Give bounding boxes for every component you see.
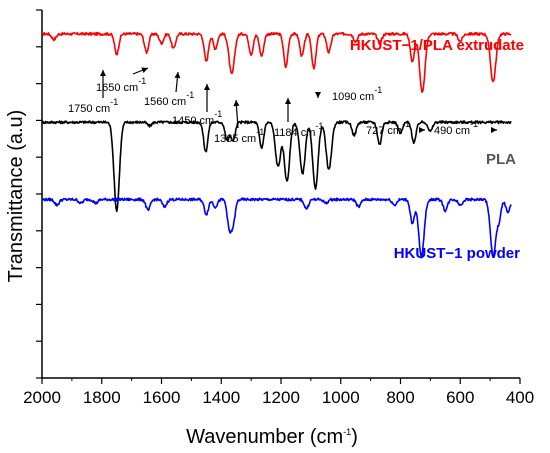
- annotation-arrowhead: [100, 70, 106, 76]
- axes: 2000 1800 1600 1400 1200 1000 800 600 400: [23, 9, 534, 407]
- x-tick-label: 600: [446, 388, 474, 407]
- peak-annotation-727: 727 cm-1: [366, 119, 410, 137]
- series-line-1: [41, 120, 512, 213]
- annotation-arrowhead: [141, 67, 148, 74]
- annotation-arrowhead: [233, 100, 240, 107]
- annotation-arrowhead: [315, 92, 321, 98]
- series-labels: HKUST−1/PLA extrudate PLA HKUST−1 powder: [350, 37, 524, 262]
- series-label-0: HKUST−1/PLA extrudate: [350, 37, 524, 54]
- x-tick-label: 1200: [262, 388, 300, 407]
- annotation-arrowhead: [419, 127, 425, 133]
- series-line-0: [41, 31, 512, 94]
- x-tick-label: 1800: [83, 388, 121, 407]
- x-tick-label: 1400: [202, 388, 240, 407]
- annotation-arrowhead: [491, 127, 497, 133]
- x-axis-title-sup: -1: [343, 427, 351, 437]
- x-axis-title: Wavenumber (cm-1): [186, 426, 358, 448]
- peak-annotation-1184: 1184 cm-1: [274, 121, 323, 139]
- peak-annotation-1365: 1365 cm-1: [214, 127, 264, 145]
- x-axis-title-end: ): [351, 426, 358, 448]
- y-axis-title: Transmittance (a.u): [5, 110, 27, 283]
- x-tick-label: 400: [506, 388, 534, 407]
- peak-annotation-1560: 1560 cm-1: [144, 90, 194, 108]
- annotation-arrowhead: [204, 84, 210, 90]
- x-tick-label: 2000: [23, 388, 61, 407]
- series-layer: [41, 31, 512, 259]
- peak-annotation-1750: 1750 cm-1: [68, 97, 118, 115]
- peak-annotation-1450: 1450 cm-1: [172, 109, 222, 127]
- peak-annotation-1090: 1090 cm-1: [332, 85, 382, 103]
- x-tick-label: 800: [386, 388, 414, 407]
- series-line-2: [41, 197, 512, 259]
- annotation-arrowhead: [174, 72, 181, 79]
- x-tick-label: 1000: [322, 388, 360, 407]
- annotation-arrowhead: [285, 98, 291, 104]
- series-label-1: PLA: [486, 151, 516, 168]
- x-tick-label: 1600: [143, 388, 181, 407]
- peak-annotation-490: 490 cm-1: [434, 119, 478, 137]
- series-label-2: HKUST−1 powder: [394, 245, 520, 262]
- x-axis-title-main: Wavenumber (cm: [186, 426, 343, 448]
- peak-annotation-1650: 1650 cm-1: [96, 76, 146, 94]
